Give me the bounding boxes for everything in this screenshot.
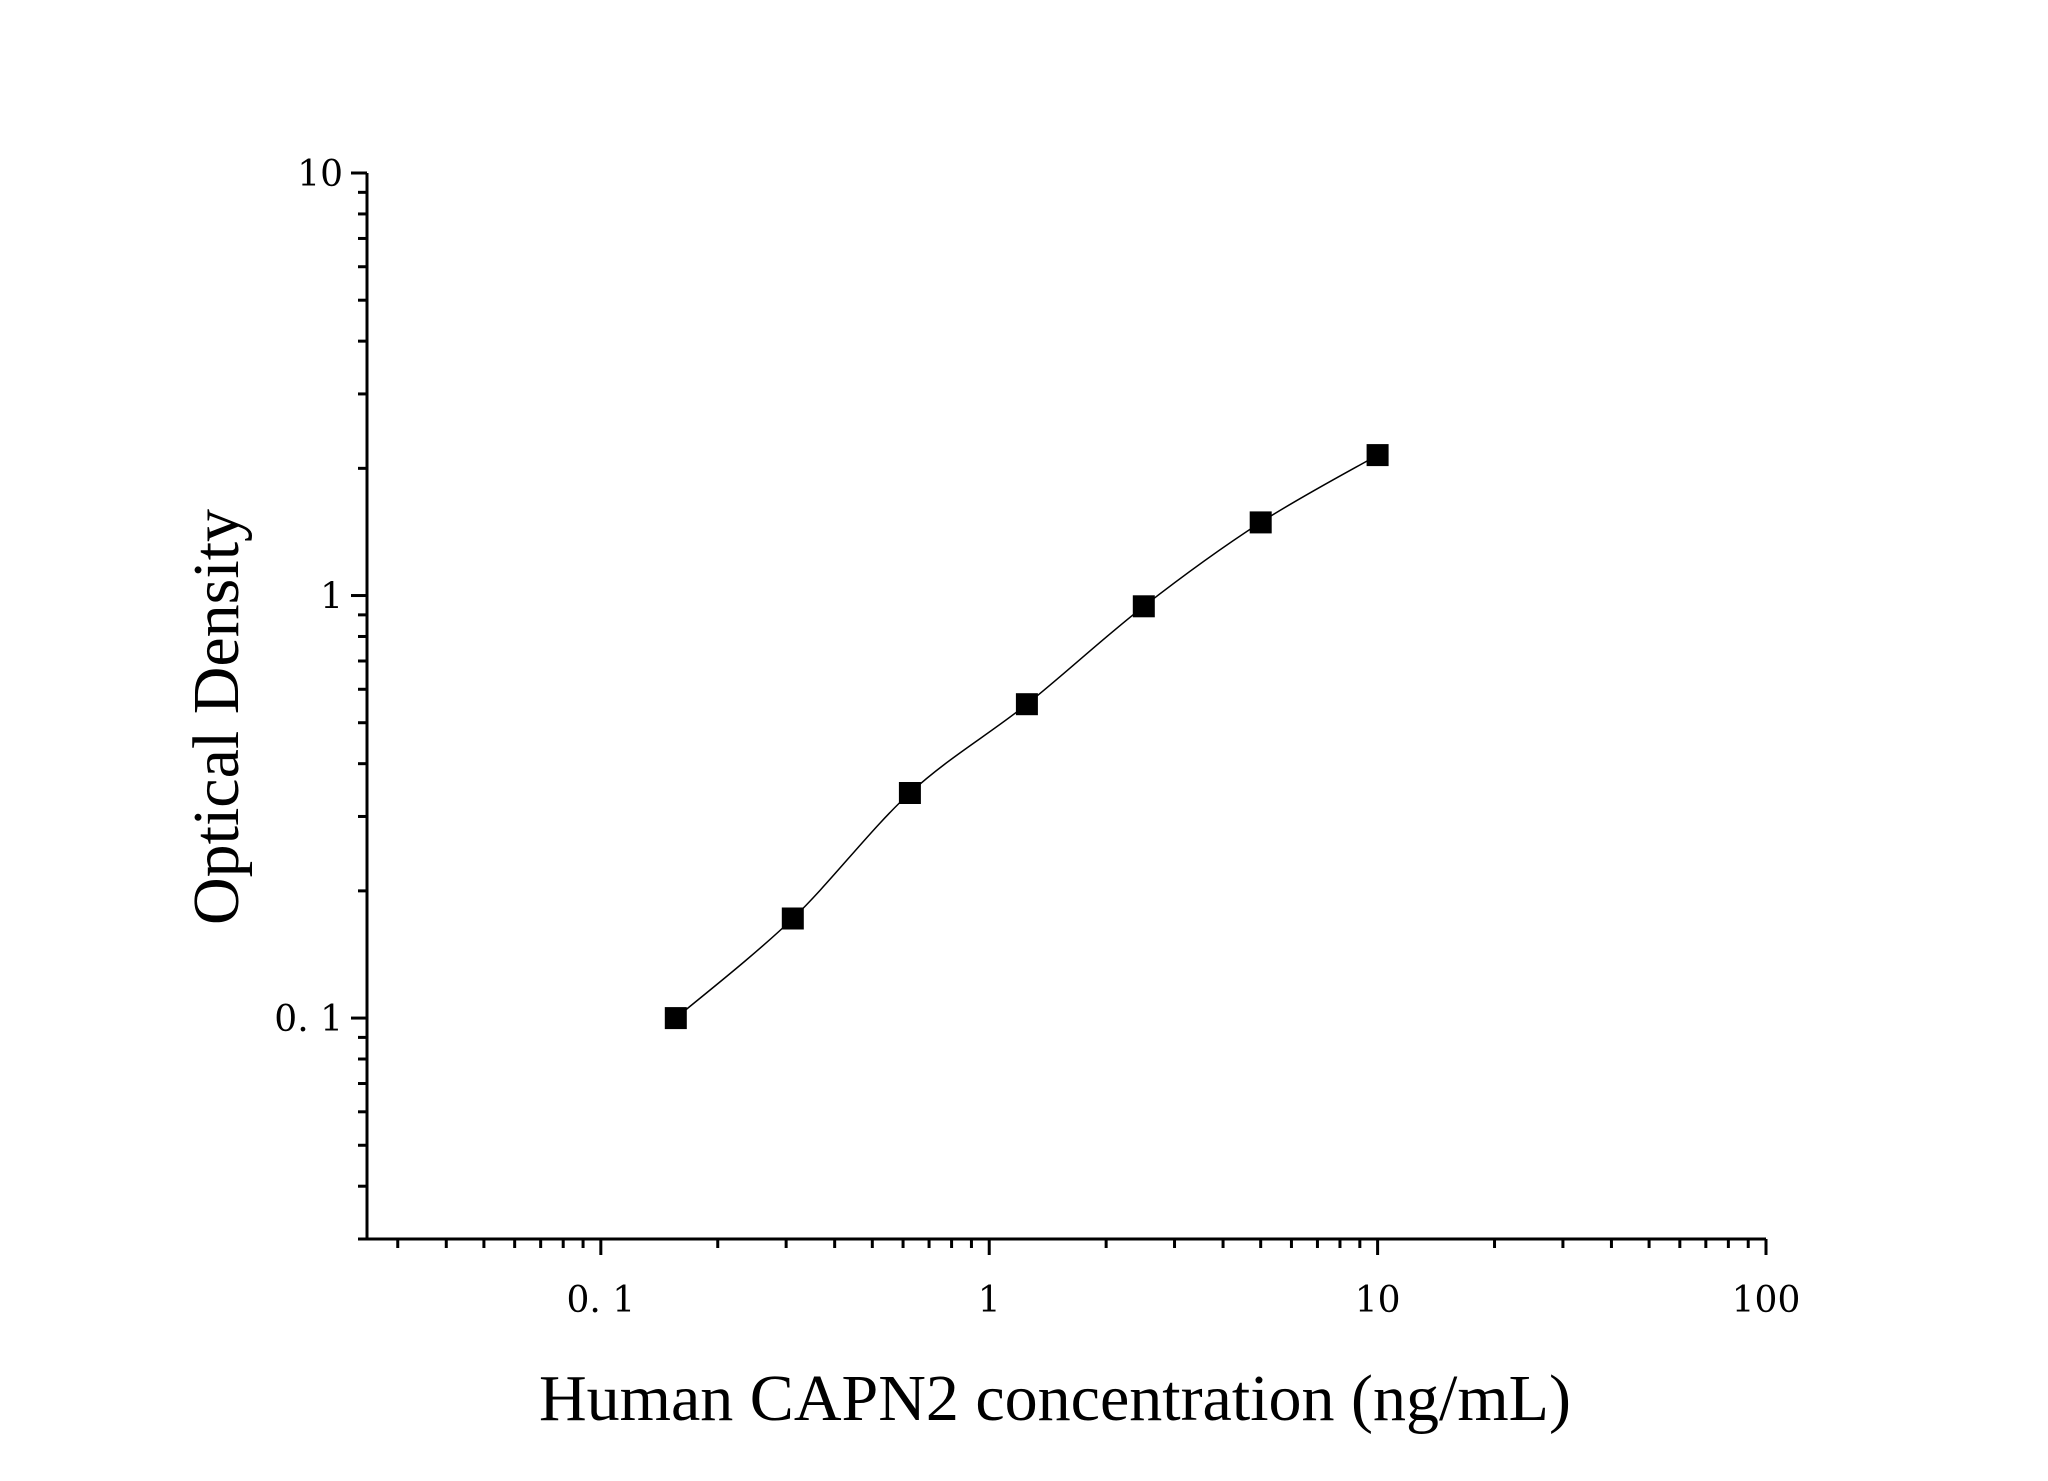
x-tick-label: 10 <box>1355 1280 1401 1321</box>
axes <box>351 171 1768 1255</box>
data-points <box>664 444 1389 1030</box>
fit-curve-group <box>675 454 1378 1019</box>
data-point <box>1132 595 1155 618</box>
y-tick-label: 10 <box>297 154 343 195</box>
x-tick-label: 0. 1 <box>566 1280 635 1321</box>
data-point <box>1015 693 1038 716</box>
x-axis-title: Human CAPN2 concentration (ng/mL) <box>539 1362 1571 1435</box>
data-point <box>1366 444 1389 467</box>
x-tick-label: 1 <box>978 1280 1001 1321</box>
x-tick-label: 100 <box>1732 1280 1801 1321</box>
tick-labels: 0. 1 1 10 100 0. 1 1 10 <box>274 154 1800 1321</box>
data-point <box>1249 511 1272 534</box>
data-point <box>781 907 804 930</box>
y-tick-label: 0. 1 <box>274 999 343 1040</box>
fit-curve <box>675 454 1378 1019</box>
y-axis-title: Optical Density <box>180 509 253 925</box>
y-tick-label: 1 <box>320 577 343 618</box>
data-point <box>898 782 921 804</box>
data-point <box>664 1007 687 1030</box>
